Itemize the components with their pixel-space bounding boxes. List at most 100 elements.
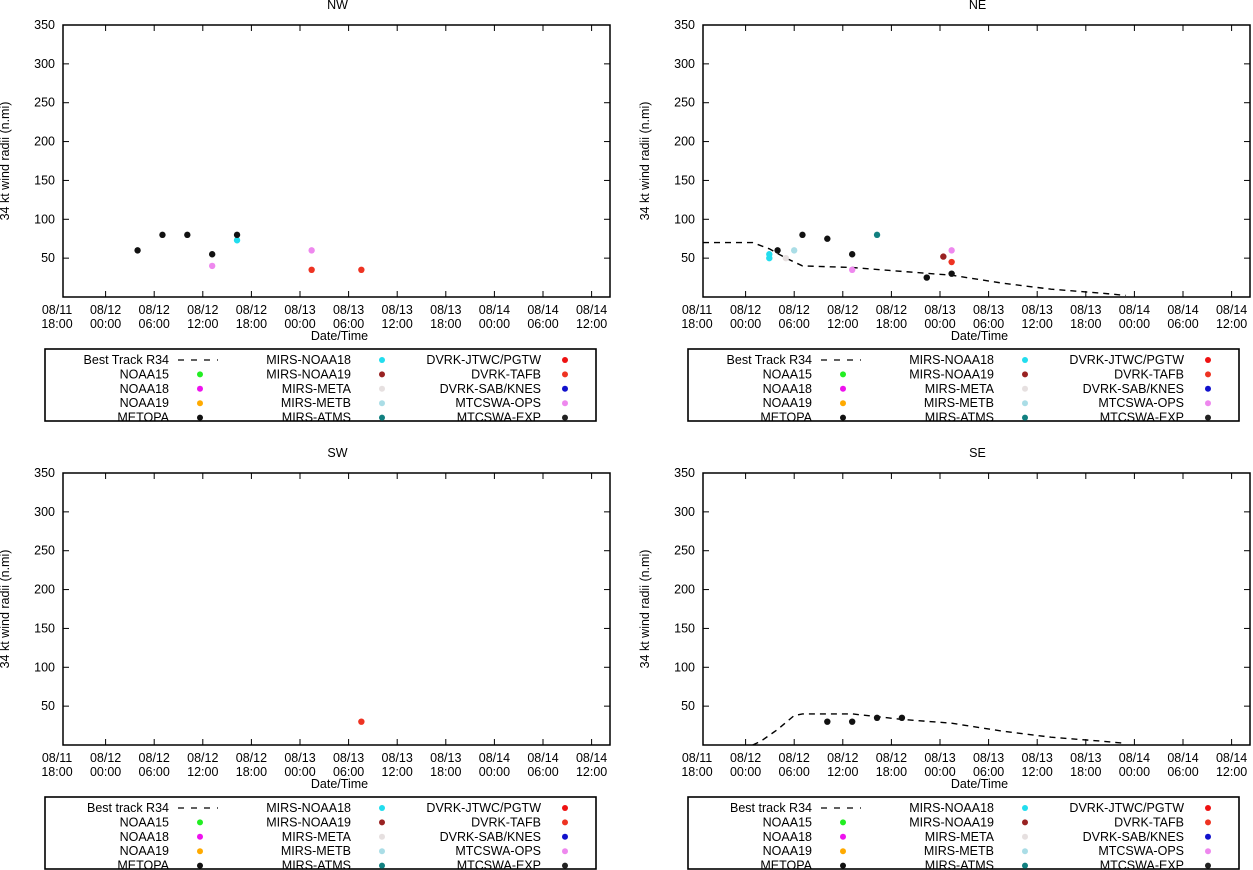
x-tick-label-time: 18:00 xyxy=(41,317,72,331)
x-axis-label: Date/Time xyxy=(951,777,1008,791)
x-tick-label-time: 00:00 xyxy=(284,317,315,331)
y-tick-label: 150 xyxy=(674,621,695,635)
y-tick-label: 50 xyxy=(681,251,695,265)
legend-entry-label: MTCSWA-EXP xyxy=(1100,859,1184,870)
x-tick-label-date: 08/14 xyxy=(479,751,510,765)
legend-marker xyxy=(562,357,568,363)
legend-marker xyxy=(1205,414,1211,421)
data-point xyxy=(948,270,955,277)
legend-entry-label: Best track R34 xyxy=(87,801,169,815)
y-tick-label: 150 xyxy=(34,173,55,187)
x-tick-label-date: 08/13 xyxy=(1070,303,1101,317)
legend-entry-label: DVRK-TAFB xyxy=(471,815,541,829)
legend-marker xyxy=(379,862,385,869)
legend-entry-label: MIRS-NOAA19 xyxy=(266,815,351,829)
legend-marker xyxy=(1022,819,1028,826)
x-tick-label-time: 18:00 xyxy=(1070,765,1101,779)
legend-marker xyxy=(1205,357,1211,363)
legend-marker xyxy=(197,862,203,869)
x-tick-label-time: 18:00 xyxy=(236,317,267,331)
x-tick-label-time: 00:00 xyxy=(730,765,761,779)
legend-entry-label: NOAA18 xyxy=(763,830,812,844)
legend-marker xyxy=(1022,805,1028,811)
plot-frame xyxy=(702,472,1251,746)
legend-entry-label: DVRK-SAB/KNES xyxy=(440,830,541,844)
legend-entry-label: DVRK-JTWC/PGTW xyxy=(1069,353,1184,367)
data-point xyxy=(923,274,930,281)
y-tick-label: 50 xyxy=(41,251,55,265)
x-tick-label-time: 06:00 xyxy=(333,765,364,779)
x-tick-label-time: 06:00 xyxy=(779,765,810,779)
legend-marker xyxy=(379,371,385,378)
x-tick-label-time: 00:00 xyxy=(1119,765,1150,779)
legend-marker xyxy=(379,400,385,407)
data-point xyxy=(948,247,955,254)
x-axis-label: Date/Time xyxy=(951,329,1008,343)
y-tick-label: 100 xyxy=(34,660,55,674)
x-tick-label-date: 08/14 xyxy=(1119,303,1150,317)
legend-marker xyxy=(562,819,568,826)
legend-marker xyxy=(379,414,385,421)
x-tick-label-time: 12:00 xyxy=(382,317,413,331)
x-tick-label-time: 12:00 xyxy=(1022,765,1053,779)
x-tick-label-time: 06:00 xyxy=(973,317,1004,331)
legend-entry-label: MIRS-NOAA18 xyxy=(909,801,994,815)
x-tick-label-time: 18:00 xyxy=(681,317,712,331)
legend-entry-label: DVRK-JTWC/PGTW xyxy=(426,801,541,815)
legend-entry-label: MIRS-ATMS xyxy=(282,411,351,425)
legend-marker xyxy=(1205,819,1211,826)
chart-panel-ne: NE3503002502001501005008/1118:0008/1200:… xyxy=(638,0,1251,425)
y-tick-label: 100 xyxy=(674,660,695,674)
x-tick-label-date: 08/12 xyxy=(187,751,218,765)
x-tick-label-date: 08/11 xyxy=(682,751,712,765)
x-tick-label-time: 18:00 xyxy=(876,765,907,779)
y-tick-label: 200 xyxy=(34,135,55,149)
x-tick-label-date: 08/12 xyxy=(236,303,267,317)
legend-marker xyxy=(197,385,203,392)
data-point xyxy=(848,251,856,258)
legend-entry-label: MTCSWA-EXP xyxy=(457,859,541,870)
y-axis-label: 34 kt wind radii (n.mi) xyxy=(0,102,12,221)
legend-entry-label: MIRS-ATMS xyxy=(925,859,994,870)
x-tick-label-date: 08/14 xyxy=(1216,751,1247,765)
x-tick-label-date: 08/12 xyxy=(876,303,907,317)
legend-marker xyxy=(379,385,385,392)
legend-marker xyxy=(379,357,385,363)
legend-marker xyxy=(1022,414,1028,421)
y-tick-label: 300 xyxy=(34,505,55,519)
legend-entry-label: DVRK-JTWC/PGTW xyxy=(426,353,541,367)
x-tick-label-date: 08/13 xyxy=(973,751,1004,765)
x-tick-label-time: 18:00 xyxy=(430,765,461,779)
x-tick-label-time: 18:00 xyxy=(681,765,712,779)
legend-marker xyxy=(562,848,568,855)
x-tick-label-date: 08/13 xyxy=(333,751,364,765)
legend-entry-label: MIRS-NOAA18 xyxy=(266,801,351,815)
x-tick-label-time: 06:00 xyxy=(333,317,364,331)
data-point xyxy=(782,254,790,262)
legend-frame xyxy=(687,796,1240,870)
chart-title: NW xyxy=(327,0,348,12)
plot-frame xyxy=(62,472,611,746)
legend-entry-label: NOAA18 xyxy=(763,382,812,396)
x-tick-label-date: 08/13 xyxy=(1022,751,1053,765)
y-tick-label: 350 xyxy=(34,466,55,480)
legend-frame xyxy=(687,348,1240,422)
x-tick-label-time: 12:00 xyxy=(1216,317,1247,331)
y-tick-label: 350 xyxy=(674,18,695,32)
data-point xyxy=(184,231,191,239)
y-tick-label: 250 xyxy=(34,96,55,110)
data-point xyxy=(898,714,906,721)
legend-entry-label: DVRK-TAFB xyxy=(471,367,541,381)
legend-entry-label: MIRS-METB xyxy=(281,396,351,410)
x-tick-label-date: 08/14 xyxy=(1216,303,1247,317)
legend-entry-label: MTCSWA-EXP xyxy=(1100,411,1184,425)
legend-entry-label: DVRK-TAFB xyxy=(1114,367,1184,381)
x-tick-label-time: 12:00 xyxy=(382,765,413,779)
legend-marker xyxy=(1205,833,1211,840)
legend-entry-label: NOAA18 xyxy=(120,830,169,844)
x-tick-label-date: 08/12 xyxy=(236,751,267,765)
x-tick-label-date: 08/13 xyxy=(1070,751,1101,765)
legend-marker xyxy=(562,385,568,392)
